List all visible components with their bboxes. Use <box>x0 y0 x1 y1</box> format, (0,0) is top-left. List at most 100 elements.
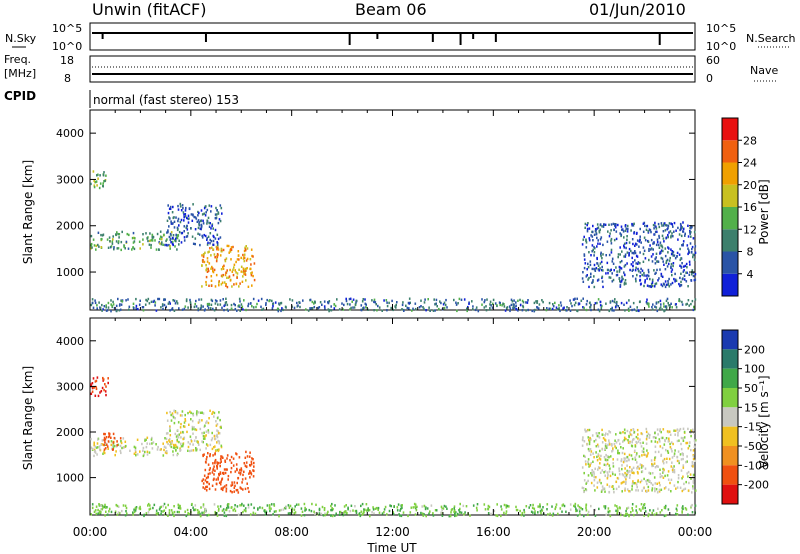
scatter-cell <box>219 505 222 508</box>
scatter-cell <box>624 459 626 463</box>
scatter-cell <box>175 449 177 452</box>
scatter-cell <box>152 236 154 239</box>
scatter-cell <box>683 278 686 281</box>
scatter-cell <box>197 511 199 515</box>
scatter-cell <box>654 272 656 275</box>
scatter-cell <box>226 285 229 289</box>
scatter-cell <box>207 216 210 220</box>
scatter-cell <box>634 482 637 485</box>
scatter-cell <box>167 229 169 232</box>
scatter-cell <box>677 450 680 453</box>
scatter-cell <box>94 445 97 448</box>
scatter-cell <box>609 431 612 434</box>
scatter-cell <box>222 456 224 459</box>
scatter-cell <box>314 300 316 303</box>
scatter-cell <box>673 429 675 432</box>
scatter-cell <box>596 455 598 459</box>
scatter-cell <box>96 304 98 307</box>
scatter-cell <box>179 414 182 417</box>
scatter-cell <box>249 258 252 261</box>
scatter-cell <box>114 510 117 513</box>
scatter-cell <box>644 281 646 284</box>
scatter-cell <box>213 411 216 415</box>
scatter-cell <box>515 304 517 307</box>
scatter-cell <box>198 223 200 226</box>
scatter-cell <box>682 270 685 273</box>
scatter-cell <box>425 309 427 312</box>
scatter-cell <box>682 439 685 442</box>
power-colorbar-segment <box>722 162 738 185</box>
scatter-cell <box>628 241 631 244</box>
scatter-cell <box>672 466 674 470</box>
scatter-cell <box>253 465 255 468</box>
scatter-cell <box>654 489 656 493</box>
scatter-cell <box>692 253 694 256</box>
scatter-cell <box>662 230 665 233</box>
scatter-cell <box>597 453 600 456</box>
scatter-cell <box>610 268 612 271</box>
scatter-cell <box>637 472 639 475</box>
scatter-cell <box>168 235 171 239</box>
scatter-cell <box>632 480 634 483</box>
scatter-cell <box>232 245 234 249</box>
scatter-cell <box>213 503 216 506</box>
scatter-cell <box>173 216 175 219</box>
scatter-cell <box>132 302 135 305</box>
scatter-cell <box>614 223 616 226</box>
scatter-cell <box>388 301 390 305</box>
scatter-cell <box>236 309 238 312</box>
scatter-cell <box>164 298 166 301</box>
range-tick-label: 4000 <box>56 127 84 140</box>
scatter-cell <box>450 511 452 514</box>
scatter-cell <box>314 512 316 516</box>
scatter-cell <box>218 481 221 484</box>
scatter-cell <box>176 226 179 229</box>
scatter-cell <box>674 449 676 452</box>
scatter-cell <box>210 284 213 287</box>
scatter-cell <box>176 234 179 237</box>
scatter-cell <box>190 227 192 230</box>
scatter-cell <box>95 446 98 449</box>
scatter-cell <box>163 448 165 452</box>
scatter-cell <box>381 512 384 515</box>
scatter-cell <box>212 454 214 457</box>
scatter-cell <box>189 435 192 438</box>
scatter-cell <box>235 463 238 466</box>
scatter-cell <box>682 488 685 491</box>
scatter-cell <box>285 306 287 309</box>
scatter-cell <box>204 251 206 254</box>
scatter-cell <box>212 239 215 243</box>
scatter-cell <box>324 513 327 517</box>
scatter-cell <box>148 302 151 305</box>
scatter-cell <box>132 511 134 514</box>
scatter-cell <box>160 243 163 246</box>
scatter-cell <box>601 489 603 492</box>
scatter-cell <box>206 514 208 517</box>
scatter-cell <box>649 277 651 281</box>
scatter-cell <box>596 481 599 484</box>
scatter-cell <box>174 237 177 241</box>
scatter-cell <box>501 304 503 307</box>
scatter-cell <box>217 431 220 435</box>
scatter-cell <box>654 440 657 443</box>
scatter-cell <box>227 244 230 248</box>
scatter-cell <box>219 204 222 207</box>
scatter-cell <box>625 481 627 484</box>
scatter-cell <box>112 448 114 451</box>
scatter-cell <box>435 298 438 302</box>
scatter-cell <box>636 255 639 258</box>
scatter-cell <box>169 425 171 428</box>
scatter-cell <box>120 303 123 306</box>
scatter-cell <box>631 457 634 461</box>
scatter-cell <box>665 307 668 310</box>
scatter-cell <box>213 465 215 468</box>
scatter-cell <box>582 238 585 241</box>
scatter-cell <box>211 246 213 249</box>
scatter-cell <box>496 304 498 307</box>
scatter-cell <box>536 300 539 303</box>
scatter-cell <box>610 251 613 254</box>
scatter-cell <box>263 509 265 512</box>
scatter-cell <box>172 453 175 457</box>
scatter-cell <box>505 506 508 509</box>
scatter-cell <box>659 445 662 448</box>
